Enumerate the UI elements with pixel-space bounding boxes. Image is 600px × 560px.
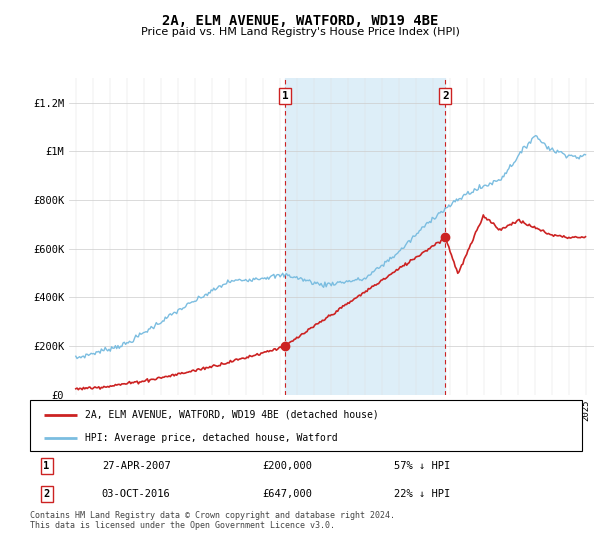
Text: 03-OCT-2016: 03-OCT-2016 [102, 489, 170, 499]
Text: 1: 1 [282, 91, 289, 101]
Text: 57% ↓ HPI: 57% ↓ HPI [394, 461, 451, 472]
Text: £200,000: £200,000 [262, 461, 312, 472]
Text: £647,000: £647,000 [262, 489, 312, 499]
Bar [285, 78, 445, 395]
Text: 22% ↓ HPI: 22% ↓ HPI [394, 489, 451, 499]
Text: HPI: Average price, detached house, Watford: HPI: Average price, detached house, Watf… [85, 433, 338, 443]
Text: 2A, ELM AVENUE, WATFORD, WD19 4BE (detached house): 2A, ELM AVENUE, WATFORD, WD19 4BE (detac… [85, 409, 379, 419]
Text: Price paid vs. HM Land Registry's House Price Index (HPI): Price paid vs. HM Land Registry's House … [140, 27, 460, 37]
Text: 1: 1 [43, 461, 50, 472]
Text: Contains HM Land Registry data © Crown copyright and database right 2024.
This d: Contains HM Land Registry data © Crown c… [30, 511, 395, 530]
Text: 27-APR-2007: 27-APR-2007 [102, 461, 170, 472]
FancyBboxPatch shape [30, 400, 582, 451]
Text: 2A, ELM AVENUE, WATFORD, WD19 4BE: 2A, ELM AVENUE, WATFORD, WD19 4BE [162, 14, 438, 28]
Text: 2: 2 [43, 489, 50, 499]
Text: 2: 2 [442, 91, 449, 101]
